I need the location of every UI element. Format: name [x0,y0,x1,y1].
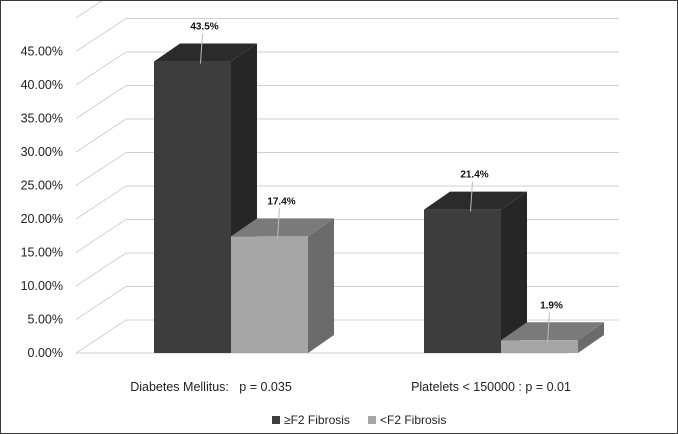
x-category-label: Diabetes Mellitus: p = 0.035 [130,380,292,394]
data-label: 17.4% [267,196,295,207]
legend-label: ≥F2 Fibrosis [284,413,350,427]
legend-swatch [368,416,376,424]
y-tick-label: 25.00% [21,179,63,193]
y-tick-label: 20.00% [21,212,63,226]
y-tick-label: 45.00% [21,45,63,59]
legend-item: <F2 Fibrosis [368,413,446,427]
data-label: 1.9% [540,300,563,311]
legend-item: ≥F2 Fibrosis [272,413,350,427]
y-tick-label: 35.00% [21,112,63,126]
bar-lt-f2-platelets [501,322,604,353]
data-label: 21.4% [460,170,488,181]
y-tick-label: 10.00% [21,279,63,293]
y-tick-label: 40.00% [21,78,63,92]
bar-lt-f2-diabetes [231,218,334,353]
legend-label: <F2 Fibrosis [380,413,446,427]
legend-swatch [272,416,280,424]
x-category-label: Platelets < 150000 : p = 0.01 [411,380,571,394]
y-tick-label: 30.00% [21,145,63,159]
y-tick-label: 15.00% [21,246,63,260]
bar-ge-f2-platelets [424,191,527,353]
data-label: 43.5% [190,22,218,33]
y-tick-label: 0.00% [28,346,63,360]
y-tick-label: 5.00% [28,313,63,327]
